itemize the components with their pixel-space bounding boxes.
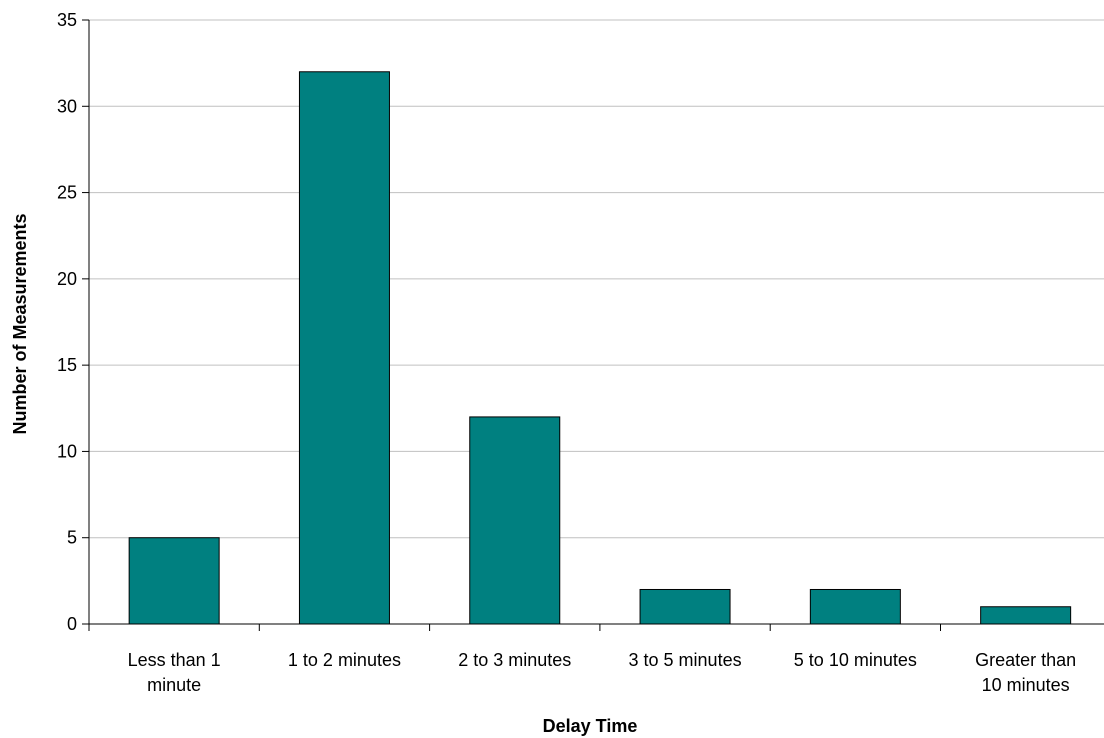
x-tick-label: 5 to 10 minutes: [794, 650, 917, 670]
y-tick-label: 15: [57, 355, 77, 375]
bar: [809, 588, 901, 625]
y-tick-label: 20: [57, 269, 77, 289]
gridlines: [89, 19, 1104, 539]
y-axis-title: Number of Measurements: [10, 213, 30, 434]
y-tick-label: 10: [57, 441, 77, 461]
y-tick-label: 35: [57, 10, 77, 30]
bar: [128, 537, 220, 625]
bars: [128, 71, 1072, 625]
x-tick-labels: Less than 1 minute 1 to 2 minutes 2 to 3 mi…: [128, 650, 1077, 695]
y-tick-label: 25: [57, 183, 77, 203]
x-tick-label: Less than 1 minute: [128, 650, 221, 695]
axes: [82, 19, 1104, 631]
bar: [980, 606, 1072, 625]
y-tick-label: 0: [67, 614, 77, 634]
bar: [639, 588, 731, 625]
y-tick-labels: 0 5 10 15 20 25 30 35: [57, 10, 77, 634]
y-tick-label: 30: [57, 96, 77, 116]
x-tick-label: 3 to 5 minutes: [629, 650, 742, 670]
y-tick-label: 5: [67, 528, 77, 548]
x-axis-title: Delay Time: [543, 716, 638, 736]
bar: [298, 71, 390, 625]
x-tick-label: 2 to 3 minutes: [458, 650, 571, 670]
bar: [469, 416, 561, 625]
x-tick-label: Greater than 10 minutes: [975, 650, 1076, 695]
x-tick-label: 1 to 2 minutes: [288, 650, 401, 670]
